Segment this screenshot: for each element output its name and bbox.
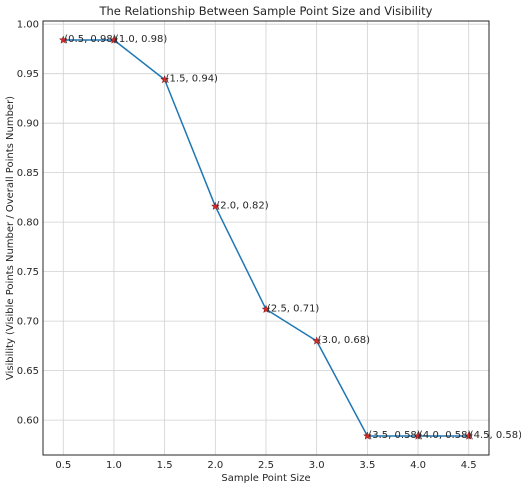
data-point-marker: [464, 431, 474, 440]
data-point-marker: [58, 35, 68, 44]
y-tick-label: 0.70: [17, 317, 39, 328]
x-tick-label: 2.5: [258, 460, 274, 471]
data-point-label: (1.0, 0.98): [115, 34, 167, 45]
x-tick-label: 0.5: [55, 460, 71, 471]
x-tick-label: 3.0: [309, 460, 325, 471]
y-tick-label: 0.85: [17, 168, 39, 179]
data-point-label: (4.0, 0.58): [419, 430, 471, 441]
data-point-marker: [363, 431, 372, 440]
data-point-label: (3.5, 0.58): [368, 430, 420, 441]
chart-title: The Relationship Between Sample Point Si…: [98, 4, 432, 18]
data-point-marker: [109, 35, 119, 44]
grid: [43, 21, 489, 455]
data-point-label: (0.5, 0.98): [64, 34, 116, 45]
data-point-marker: [261, 304, 271, 313]
y-tick-label: 0.80: [17, 218, 39, 229]
x-ticks: 0.5 1.0 1.5 2.0 2.5 3.0 3.5 4.0 4.5: [55, 460, 476, 471]
x-tick-label: 4.0: [410, 460, 426, 471]
data-point-marker: [210, 201, 220, 211]
data-point-label: (1.5, 0.94): [166, 74, 218, 85]
x-tick-label: 3.5: [359, 460, 375, 471]
data-point-label: (3.0, 0.68): [318, 335, 370, 346]
y-tick-label: 0.75: [17, 267, 39, 278]
markers: [58, 35, 474, 440]
data-point-label: (2.0, 0.82): [216, 200, 268, 211]
x-tick-label: 4.5: [461, 460, 477, 471]
plot-frame: [42, 20, 490, 456]
y-tick-label: 0.65: [17, 366, 39, 377]
data-point-marker: [160, 75, 169, 84]
data-point-label: (4.5, 0.58): [470, 430, 521, 441]
y-axis-label: Visibility (Visible Points Number / Over…: [5, 96, 16, 380]
y-tick-label: 0.60: [17, 416, 39, 427]
y-tick-label: 0.90: [17, 119, 39, 130]
y-ticks: 0.60 0.65 0.70 0.75 0.80 0.85 0.90 0.95 1.00: [17, 20, 39, 427]
annotations: (0.5, 0.98)(1.0, 0.98) (1.5, 0.94) (2.0, 0…: [64, 34, 521, 441]
y-tick-label: 1.00: [17, 20, 39, 31]
y-tick-label: 0.95: [17, 69, 39, 80]
data-point-label: (2.5, 0.71): [267, 303, 319, 314]
x-tick-label: 1.0: [106, 460, 122, 471]
data-point-marker: [312, 336, 322, 345]
x-axis-label: Sample Point Size: [221, 473, 310, 484]
data-point-marker: [413, 431, 423, 440]
x-tick-label: 2.0: [207, 460, 223, 471]
x-tick-label: 1.5: [157, 460, 173, 471]
